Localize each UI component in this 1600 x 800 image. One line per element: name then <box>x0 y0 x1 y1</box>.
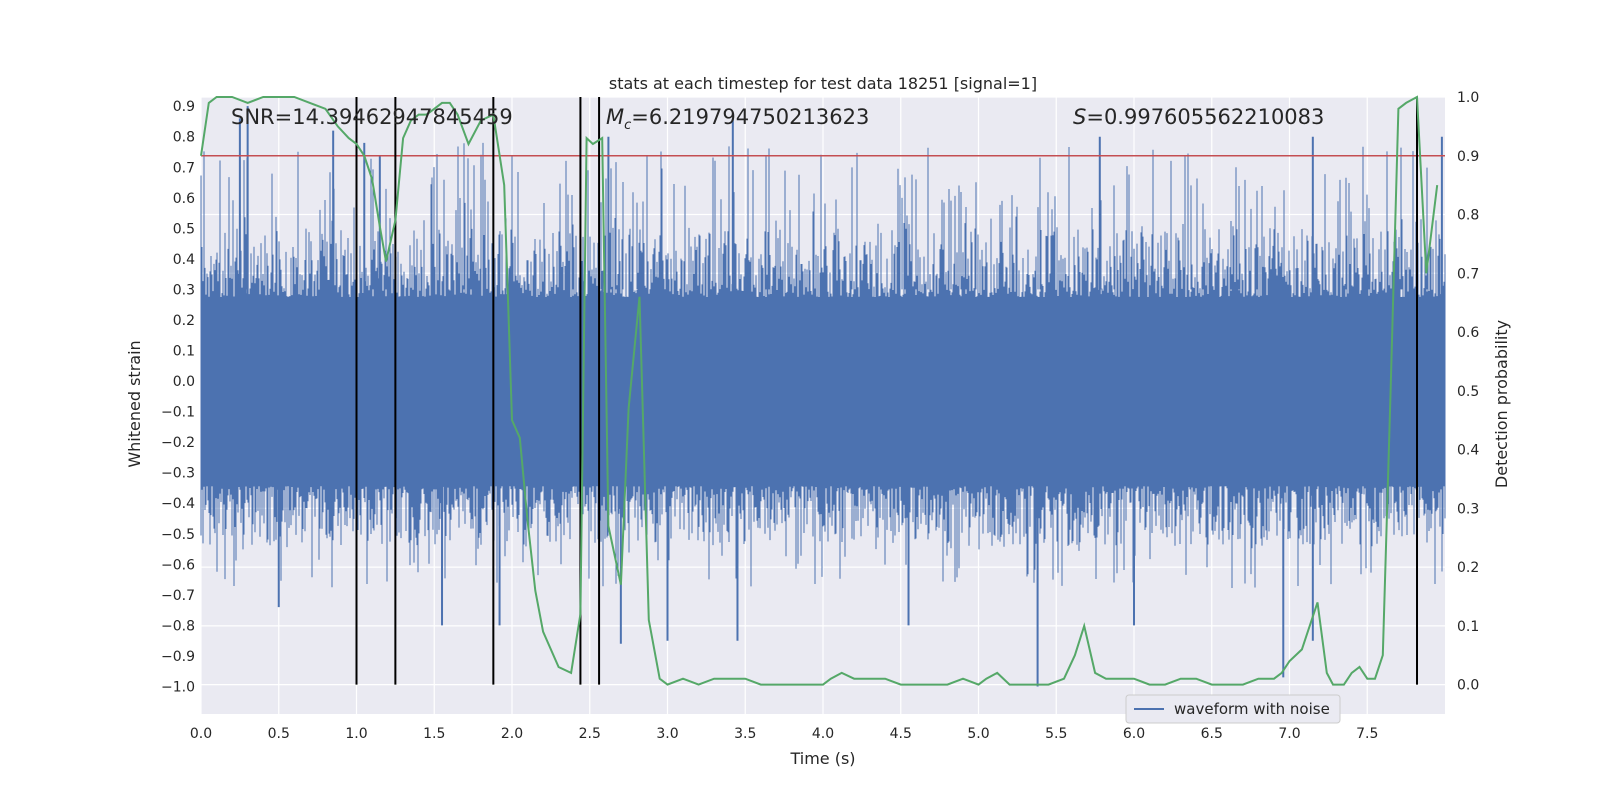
x-tick-label: 1.0 <box>345 726 367 742</box>
left-y-tick-label: 0.0 <box>173 374 195 390</box>
x-tick-label: 5.0 <box>967 726 989 742</box>
left-y-axis-label: Whitened strain <box>125 340 144 467</box>
left-y-tick-label: −0.7 <box>161 588 195 604</box>
left-y-tick-label: −0.2 <box>161 435 195 451</box>
right-y-tick-label: 1.0 <box>1457 90 1479 106</box>
left-y-tick-label: 0.4 <box>173 252 195 268</box>
x-tick-label: 1.5 <box>423 726 445 742</box>
left-y-tick-label: 0.3 <box>173 282 195 298</box>
chirp-mass-annotation: Mc=6.219794750213623 <box>606 105 869 133</box>
x-tick-label: 7.0 <box>1278 726 1300 742</box>
right-y-tick-label: 0.7 <box>1457 266 1479 282</box>
x-axis-label: Time (s) <box>789 749 855 768</box>
left-y-tick-label: −0.8 <box>161 618 195 634</box>
left-y-tick-label: 0.7 <box>173 160 195 176</box>
x-tick-label: 4.0 <box>812 726 834 742</box>
left-y-tick-label: −0.1 <box>161 405 195 421</box>
left-y-tick-label: 0.9 <box>173 99 195 115</box>
legend: waveform with noise <box>1125 694 1341 724</box>
x-tick-label: 2.0 <box>501 726 523 742</box>
left-y-tick-label: 0.2 <box>173 313 195 329</box>
chart-title: stats at each timestep for test data 182… <box>609 74 1037 93</box>
right-y-tick-label: 0.9 <box>1457 149 1479 165</box>
legend-label: waveform with noise <box>1174 700 1330 718</box>
detection-probability-line <box>200 95 1439 686</box>
left-y-tick-label: −0.6 <box>161 557 195 573</box>
right-y-axis-ticks: 1.0 0.9 0.8 0.7 0.6 0.5 0.4 0.3 0.2 0.1 0.0 <box>1457 90 1479 694</box>
right-y-tick-label: 0.0 <box>1457 678 1479 694</box>
x-tick-label: 4.5 <box>890 726 912 742</box>
left-y-tick-label: −0.3 <box>161 466 195 482</box>
x-tick-label: 6.5 <box>1201 726 1223 742</box>
s-annotation: S=0.997605562210083 <box>1073 105 1324 129</box>
right-y-tick-label: 0.6 <box>1457 325 1479 341</box>
right-y-tick-label: 0.1 <box>1457 619 1479 635</box>
legend-box <box>1125 694 1341 724</box>
right-y-tick-label: 0.3 <box>1457 501 1479 517</box>
left-y-tick-label: 0.6 <box>173 191 195 207</box>
left-y-tick-label: 0.8 <box>173 130 195 146</box>
left-y-tick-label: 0.5 <box>173 221 195 237</box>
left-y-axis-ticks: 0.9 0.8 0.7 0.6 0.5 0.4 0.3 0.2 0.1 0.0 −0.1 −0.2 −0… <box>161 99 195 695</box>
x-tick-label: 6.0 <box>1123 726 1145 742</box>
x-tick-label: 0.5 <box>268 726 290 742</box>
waveform-noise <box>200 142 1446 588</box>
x-tick-label: 0.0 <box>190 726 212 742</box>
x-tick-label: 5.5 <box>1045 726 1067 742</box>
x-axis-ticks: 0.0 0.5 1.0 1.5 2.0 2.5 3.0 3.5 4.0 4.5 5.0 5.5 6.0 6… <box>190 726 1379 742</box>
right-y-tick-label: 0.8 <box>1457 208 1479 224</box>
x-tick-label: 7.5 <box>1356 726 1378 742</box>
right-y-tick-label: 0.5 <box>1457 384 1479 400</box>
left-y-tick-label: −0.9 <box>161 649 195 665</box>
right-y-tick-label: 0.4 <box>1457 443 1479 459</box>
left-y-tick-label: −1.0 <box>161 680 195 696</box>
left-y-tick-label: −0.4 <box>161 496 195 512</box>
left-y-tick-label: −0.5 <box>161 527 195 543</box>
snr-annotation: SNR=14.39462947845459 <box>231 105 513 129</box>
x-tick-label: 3.0 <box>656 726 678 742</box>
waveform-series <box>200 106 1446 687</box>
right-y-tick-label: 0.2 <box>1457 560 1479 576</box>
x-tick-label: 2.5 <box>579 726 601 742</box>
x-tick-label: 3.5 <box>734 726 756 742</box>
left-y-tick-label: 0.1 <box>173 344 195 360</box>
right-y-axis-label: Detection probability <box>1492 320 1511 488</box>
